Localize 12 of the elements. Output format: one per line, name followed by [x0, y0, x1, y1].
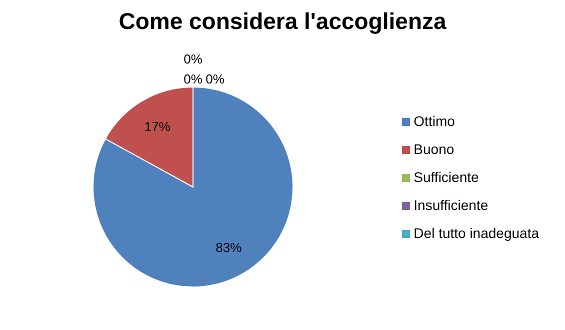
legend-label: Del tutto inadeguata: [414, 225, 539, 241]
legend-label: Buono: [414, 141, 454, 157]
legend-label: Ottimo: [414, 113, 455, 129]
legend-label: Insufficiente: [414, 197, 488, 213]
data-label: 17%: [144, 119, 171, 134]
legend-label: Sufficiente: [414, 169, 479, 185]
data-label: 83%: [216, 240, 242, 255]
text: 0%: [184, 52, 202, 66]
text: 0%: [184, 72, 202, 86]
pie-slice: [92, 86, 294, 288]
text: 0%: [206, 72, 224, 86]
chart-title: Come considera l'accoglienza: [118, 8, 448, 36]
